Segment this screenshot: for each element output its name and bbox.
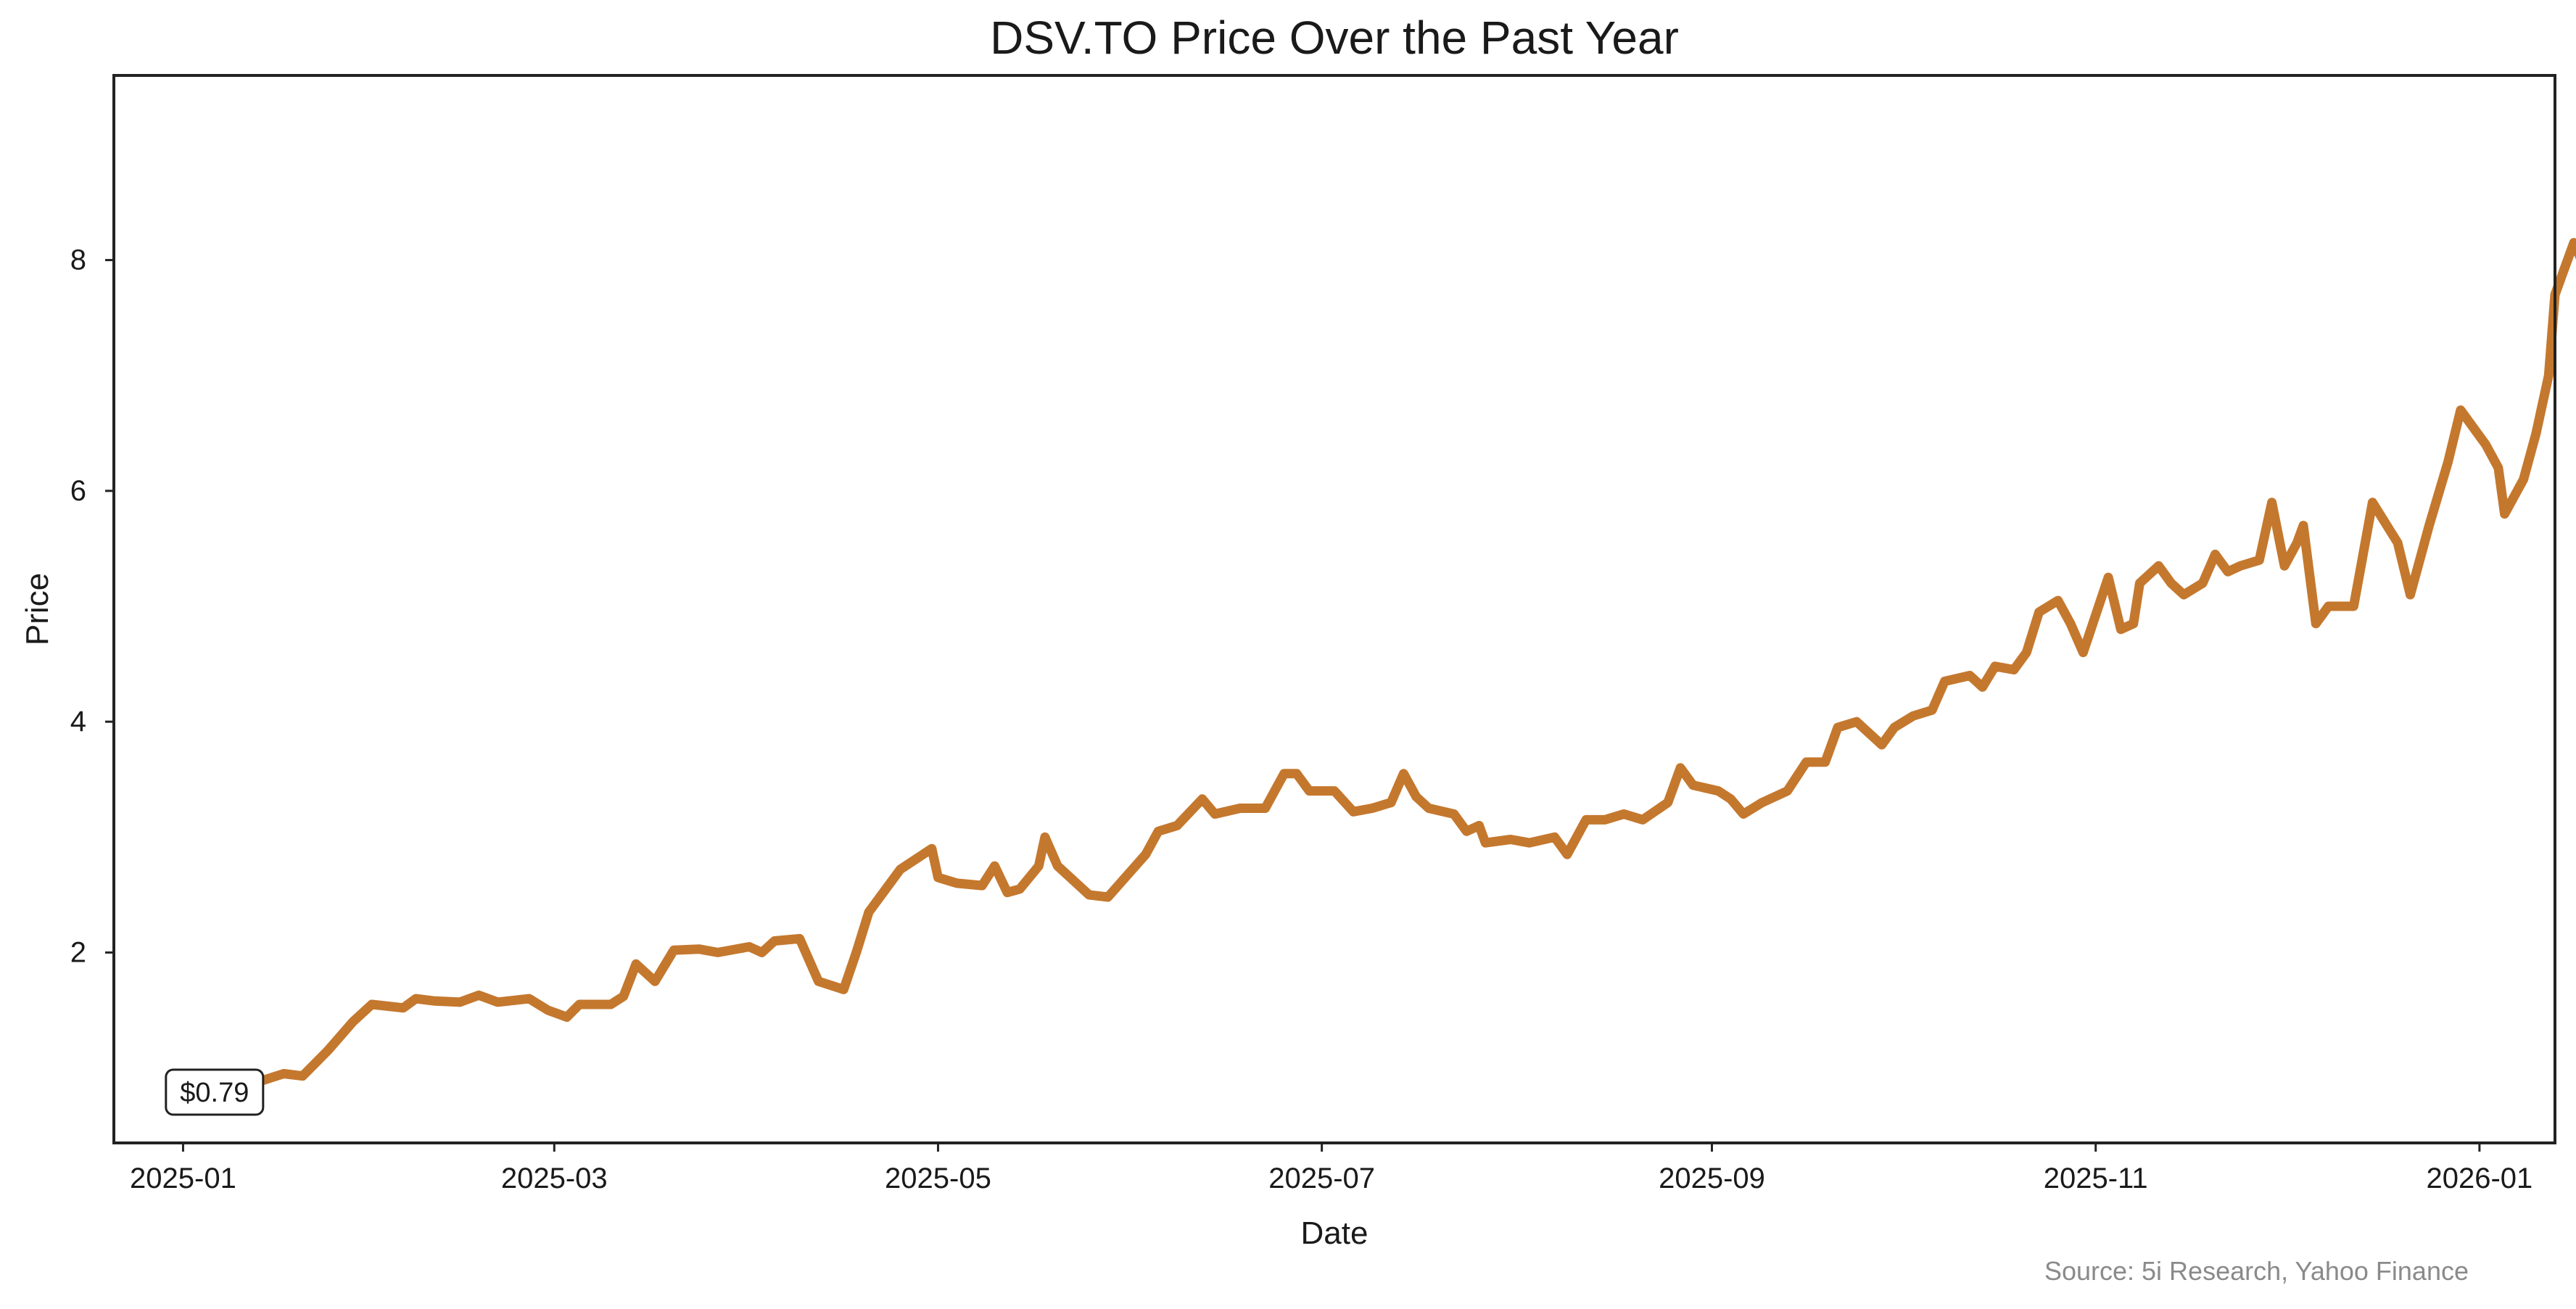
annotation-label: $0.79 xyxy=(180,1078,249,1108)
x-tick-label: 2025-05 xyxy=(885,1163,991,1194)
y-tick-label: 4 xyxy=(70,706,86,738)
x-tick-label: 2025-03 xyxy=(501,1163,608,1194)
x-tick-label: 2025-01 xyxy=(130,1163,236,1194)
chart-title: DSV.TO Price Over the Past Year xyxy=(990,12,1679,64)
y-axis-label: Price xyxy=(20,573,55,645)
annotation-box xyxy=(165,1068,265,1116)
x-tick-label: 2025-07 xyxy=(1268,1163,1375,1194)
x-tick-label: 2026-01 xyxy=(2426,1163,2532,1194)
source-credit: Source: 5i Research, Yahoo Finance xyxy=(2044,1256,2469,1286)
x-tick-label: 2025-11 xyxy=(2044,1163,2148,1194)
x-tick-label: 2025-09 xyxy=(1659,1163,1765,1194)
plot-frame xyxy=(112,74,2556,1144)
price-line xyxy=(210,238,2576,1097)
y-tick-label: 6 xyxy=(70,475,86,507)
y-tick-label: 2 xyxy=(70,936,86,968)
value-annotation: $0.79 xyxy=(165,1068,265,1116)
x-axis-label: Date xyxy=(1301,1215,1368,1251)
y-tick-label: 8 xyxy=(70,244,86,276)
